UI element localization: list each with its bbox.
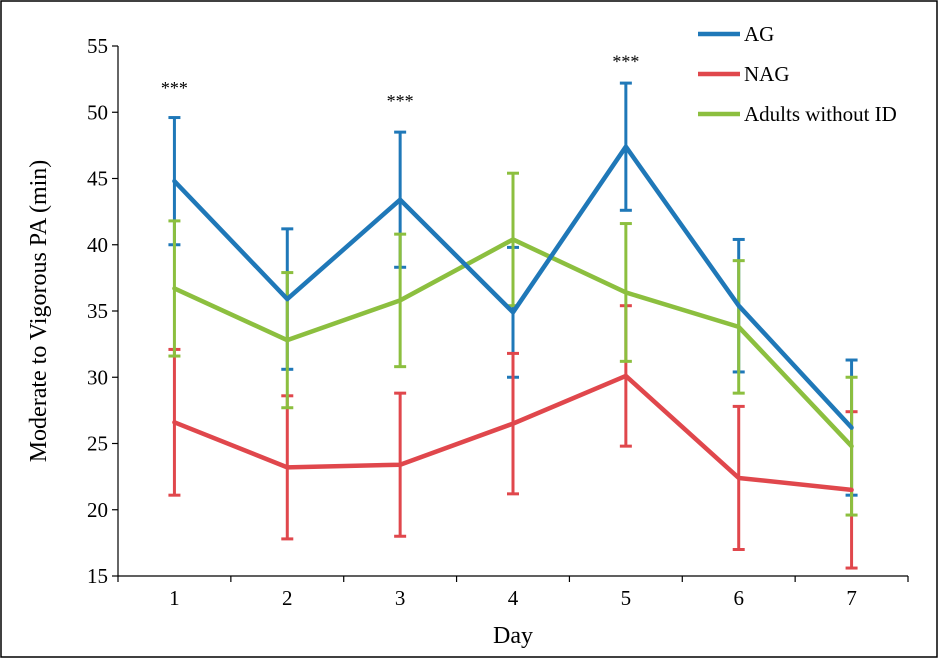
x-tick-label: 5 bbox=[621, 586, 632, 610]
legend-label: Adults without ID bbox=[744, 102, 897, 126]
y-tick-label: 35 bbox=[87, 299, 108, 323]
x-tick-label: 6 bbox=[733, 586, 744, 610]
error-bars bbox=[168, 81, 858, 570]
legend-item: AG bbox=[698, 22, 774, 46]
x-tick-label: 7 bbox=[846, 586, 857, 610]
y-tick-label: 25 bbox=[87, 432, 108, 456]
y-tick-label: 20 bbox=[87, 498, 108, 522]
x-axis-title: Day bbox=[493, 623, 533, 649]
significance-annotation: *** bbox=[387, 91, 414, 111]
annotations: *** *** *** bbox=[161, 51, 639, 111]
y-tick-label: 15 bbox=[87, 564, 108, 588]
significance-annotation: *** bbox=[612, 51, 639, 71]
series-lines bbox=[172, 144, 854, 493]
legend-label: AG bbox=[744, 22, 774, 46]
x-tick-label: 4 bbox=[508, 586, 519, 610]
y-tick-label: 45 bbox=[87, 167, 108, 191]
legend-item: Adults without ID bbox=[698, 102, 897, 126]
y-tick-label: 40 bbox=[87, 233, 108, 257]
y-tick-label: 50 bbox=[87, 100, 108, 124]
y-tick-label: 55 bbox=[87, 34, 108, 58]
legend: AG NAG Adults without ID bbox=[698, 22, 897, 126]
y-tick-label: 30 bbox=[87, 365, 108, 389]
x-tick-label: 2 bbox=[282, 586, 293, 610]
x-tick-label: 1 bbox=[169, 586, 180, 610]
legend-item: NAG bbox=[698, 62, 790, 86]
y-axis-title: Moderate to Vigorous PA (min) bbox=[26, 160, 52, 463]
x-tick-label: 3 bbox=[395, 586, 406, 610]
significance-annotation: *** bbox=[161, 78, 188, 98]
legend-label: NAG bbox=[744, 62, 790, 86]
